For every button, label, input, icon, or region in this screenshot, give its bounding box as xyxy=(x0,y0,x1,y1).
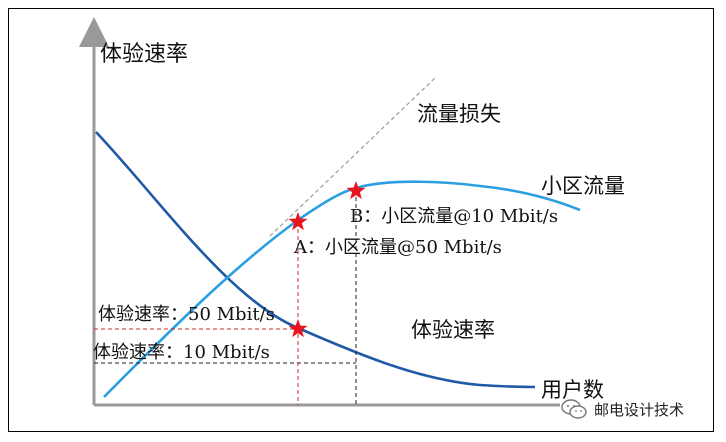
rate-50-star xyxy=(288,319,308,338)
point-b-star xyxy=(346,181,366,200)
experience-rate-curve xyxy=(95,131,536,389)
x-axis-label: 用户数 xyxy=(541,378,604,402)
point-b-label: B：小区流量@10 Mbit/s xyxy=(350,206,559,227)
y-axis-label: 体验速率 xyxy=(100,42,189,67)
rate-10-label: 体验速率：10 Mbit/s xyxy=(93,342,270,363)
traffic-loss-label: 流量损失 xyxy=(417,102,501,126)
experience-rate-label: 体验速率 xyxy=(411,318,495,342)
watermark: 邮电设计技术 xyxy=(560,398,684,420)
point-a-label: A：小区流量@50 Mbit/s xyxy=(294,237,502,258)
point-a-star xyxy=(288,212,308,231)
diagram-frame xyxy=(8,8,714,432)
watermark-text: 邮电设计技术 xyxy=(594,400,685,419)
wechat-icon xyxy=(561,399,587,419)
traffic-loss-guide xyxy=(269,77,436,237)
rate-50-label: 体验速率：50 Mbit/s xyxy=(98,304,275,325)
cell-traffic-label: 小区流量 xyxy=(541,174,625,198)
